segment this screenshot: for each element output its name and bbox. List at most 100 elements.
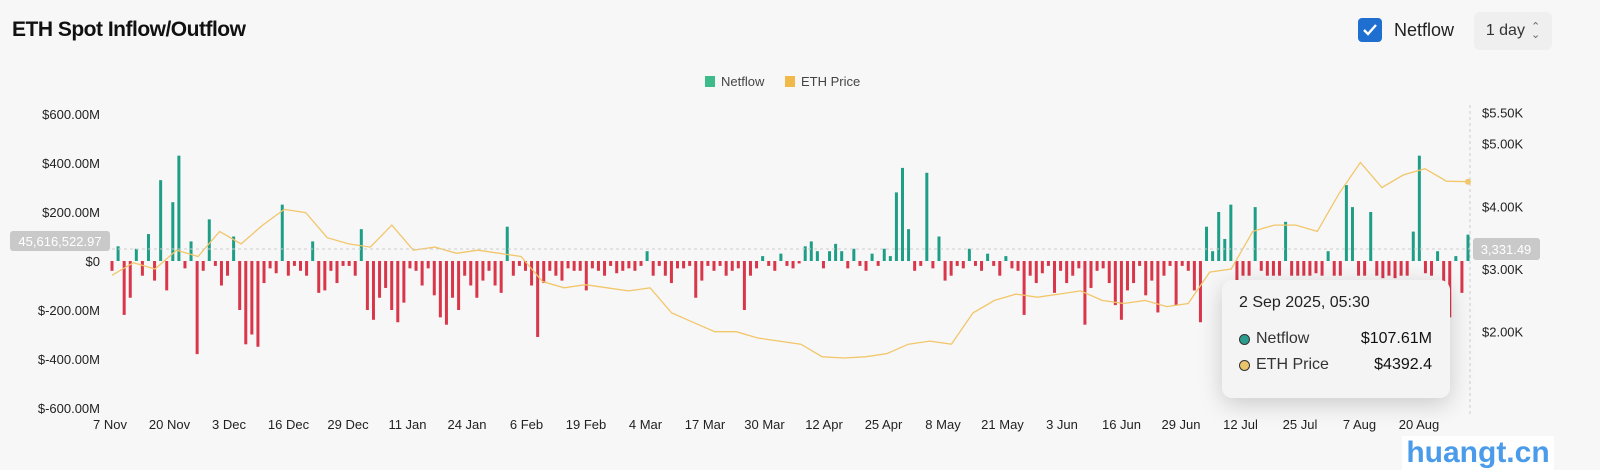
netflow-bar	[1132, 261, 1136, 284]
netflow-bar	[347, 261, 351, 266]
netflow-bar	[1344, 185, 1348, 261]
netflow-bar	[566, 261, 570, 269]
watermark-logo: huangt.cn	[1402, 436, 1554, 470]
netflow-bar	[414, 261, 418, 271]
netflow-bar	[226, 261, 230, 276]
interval-value: 1 day	[1485, 22, 1525, 39]
netflow-bar	[870, 253, 874, 261]
netflow-bar	[1198, 261, 1202, 323]
netflow-bar	[815, 251, 819, 261]
netflow-bar	[1430, 261, 1434, 276]
netflow-bar	[554, 261, 558, 276]
checkbox-checked-icon[interactable]	[1358, 18, 1382, 42]
netflow-bar	[1235, 261, 1239, 281]
netflow-bar	[1290, 261, 1294, 276]
netflow-bar	[682, 261, 686, 269]
netflow-bar	[517, 261, 521, 266]
netflow-bar	[767, 261, 771, 266]
netflow-bar	[748, 261, 752, 276]
netflow-bar	[1466, 234, 1470, 261]
netflow-bar	[250, 261, 254, 335]
tooltip-label: ETH Price	[1256, 356, 1329, 373]
netflow-bar	[669, 261, 673, 284]
netflow-bar	[1174, 261, 1178, 306]
price-dot-icon	[1239, 359, 1250, 371]
chevron-updown-icon: ⌃ ⌄	[1530, 21, 1541, 41]
netflow-bar	[365, 261, 369, 310]
x-tick-label: 20 Aug	[1399, 417, 1440, 432]
x-tick-label: 20 Nov	[149, 417, 191, 432]
netflow-bar	[651, 261, 655, 276]
netflow-bar	[323, 261, 327, 291]
netflow-bar	[742, 261, 746, 310]
netflow-bar	[1059, 261, 1063, 271]
netflow-bar	[499, 261, 503, 293]
netflow-bar	[238, 261, 242, 310]
interval-select[interactable]: 1 day ⌃ ⌄	[1474, 12, 1552, 50]
netflow-bar	[487, 261, 491, 271]
netflow-bar	[317, 261, 321, 293]
netflow-bar	[1308, 261, 1312, 276]
tooltip-row-eth-price: ETH Price $4392.4	[1239, 356, 1432, 374]
netflow-bar	[244, 261, 248, 345]
tooltip: 2 Sep 2025, 05:30 Netflow $107.61M ETH P…	[1222, 280, 1450, 398]
netflow-bar	[1205, 226, 1209, 261]
y-right-tick-label: $3.00K	[1482, 262, 1524, 277]
netflow-bar	[1296, 261, 1300, 276]
netflow-bar	[177, 155, 181, 261]
netflow-bar	[1423, 261, 1427, 274]
netflow-bar	[919, 261, 923, 266]
netflow-bar	[444, 261, 448, 325]
netflow-bar	[828, 251, 832, 261]
netflow-bar	[1277, 261, 1281, 276]
netflow-checkbox[interactable]: Netflow	[1358, 18, 1454, 42]
netflow-bar	[980, 261, 984, 271]
y-right-tick-label: $2.00K	[1482, 325, 1524, 340]
netflow-bar	[627, 261, 631, 269]
page-title: ETH Spot Inflow/Outflow	[12, 18, 246, 41]
netflow-bar	[1180, 261, 1184, 266]
netflow-bar	[1259, 261, 1263, 271]
netflow-bar	[1071, 261, 1075, 276]
netflow-bar	[560, 261, 564, 281]
netflow-bar	[1253, 207, 1257, 261]
netflow-bar	[1460, 261, 1464, 293]
netflow-bar	[724, 261, 728, 276]
netflow-bar	[1314, 261, 1318, 274]
netflow-bar	[408, 261, 412, 269]
netflow-bar	[663, 261, 667, 276]
netflow-bar	[1077, 261, 1081, 269]
netflow-bar	[116, 246, 120, 261]
netflow-bar	[1357, 261, 1361, 276]
x-tick-label: 29 Dec	[327, 417, 369, 432]
netflow-bar	[1095, 261, 1099, 271]
netflow-bar	[1229, 204, 1233, 261]
x-tick-label: 25 Apr	[865, 417, 903, 432]
netflow-bar	[639, 261, 643, 266]
netflow-bar	[1211, 251, 1215, 261]
crosshair-right-label: 3,331.49	[1481, 242, 1532, 257]
netflow-bar	[475, 261, 479, 298]
netflow-bar	[1113, 261, 1117, 306]
netflow-bar	[542, 261, 546, 284]
netflow-bar	[128, 261, 132, 298]
netflow-bar	[840, 251, 844, 261]
netflow-bar	[523, 261, 527, 271]
netflow-bar	[219, 261, 223, 286]
netflow-bar	[1247, 261, 1251, 276]
netflow-bar	[426, 261, 430, 269]
netflow-bar	[1053, 261, 1057, 293]
y-left-tick-label: $-200.00M	[38, 303, 100, 318]
netflow-bar	[943, 261, 947, 281]
netflow-bar	[1034, 261, 1038, 284]
netflow-bar	[949, 261, 953, 276]
netflow-bar	[688, 261, 692, 266]
netflow-bar	[973, 261, 977, 266]
netflow-bar	[1454, 256, 1458, 261]
netflow-bar	[676, 261, 680, 269]
netflow-bar	[469, 261, 473, 286]
netflow-bar	[390, 261, 394, 310]
netflow-bar	[931, 261, 935, 269]
netflow-bar	[1217, 212, 1221, 261]
